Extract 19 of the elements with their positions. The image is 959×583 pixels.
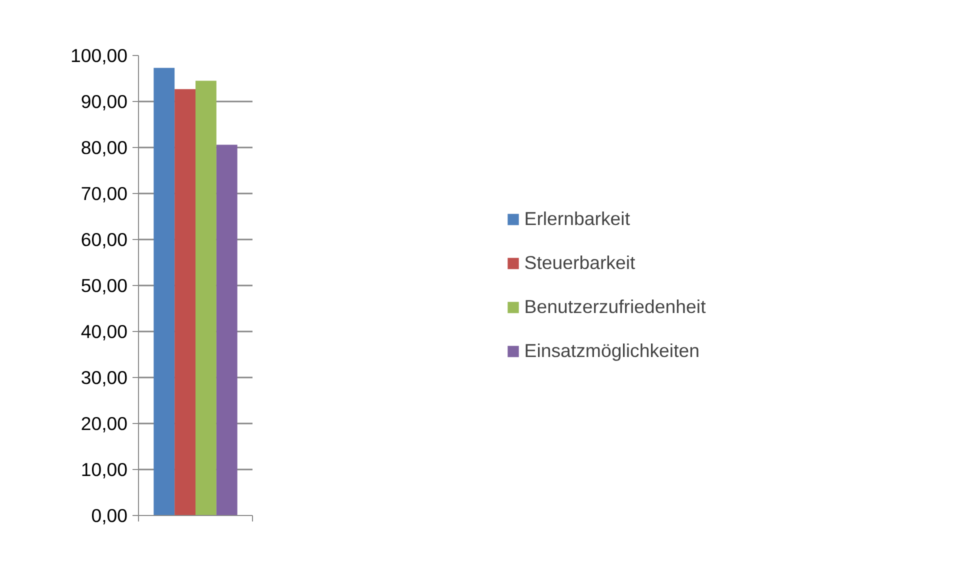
y-tick-label: 30,00 <box>80 367 128 388</box>
y-tick-label: 20,00 <box>80 413 128 434</box>
legend-label: Einsatzmöglichkeiten <box>524 340 700 362</box>
bar <box>174 89 196 516</box>
bar <box>216 144 238 516</box>
y-tick-label: 60,00 <box>80 229 128 250</box>
legend-label: Benutzerzufriedenheit <box>524 296 706 318</box>
y-tick-label: 50,00 <box>80 275 128 296</box>
y-tick-label: 80,00 <box>80 137 128 158</box>
y-tick-label: 10,00 <box>80 459 128 480</box>
bar <box>154 68 175 516</box>
y-tick-label: 40,00 <box>80 321 128 342</box>
y-tick-label: 100,00 <box>70 45 128 66</box>
legend-label: Steuerbarkeit <box>524 252 636 274</box>
bar <box>196 80 216 516</box>
y-tick-label: 0,00 <box>91 505 128 526</box>
y-tick-label: 70,00 <box>80 183 128 204</box>
legend-label: Erlernbarkeit <box>524 208 630 230</box>
y-tick-label: 90,00 <box>80 91 128 112</box>
